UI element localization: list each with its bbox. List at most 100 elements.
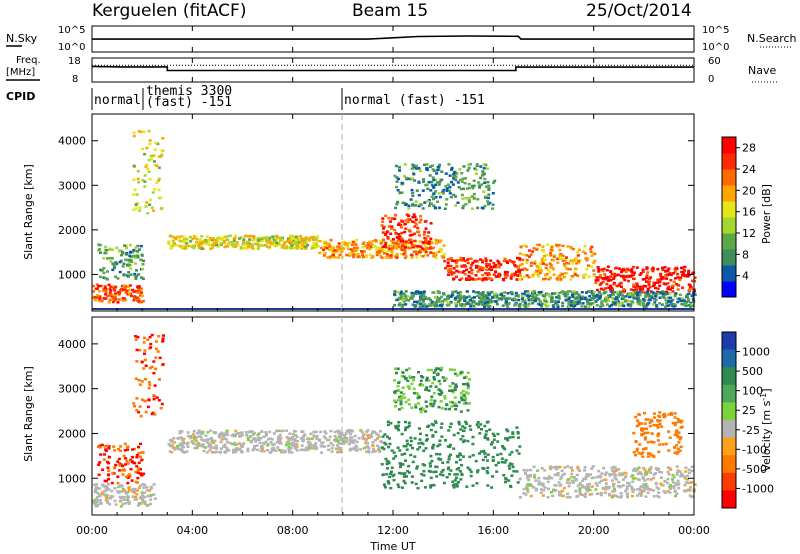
- velocity-cell: [192, 435, 196, 438]
- velocity-cell: [105, 444, 109, 448]
- power-cell: [502, 295, 506, 298]
- velocity-cell: [657, 487, 660, 490]
- velocity-cell: [461, 435, 465, 438]
- velocity-cell: [578, 481, 582, 485]
- power-cell: [465, 277, 468, 280]
- power-cell: [197, 244, 201, 247]
- velocity-cell: [469, 470, 473, 474]
- velocity-cell: [397, 428, 401, 432]
- power-cell: [597, 268, 601, 271]
- power-cell: [636, 300, 640, 304]
- power-cell: [667, 296, 671, 300]
- velocity-cell: [663, 480, 667, 483]
- power-cell: [244, 246, 248, 250]
- power-cell: [676, 276, 680, 279]
- power-cell: [264, 244, 268, 247]
- velocity-cell: [323, 430, 327, 433]
- power-cell: [374, 239, 378, 242]
- velocity-cell: [454, 476, 458, 480]
- velocity-cell: [466, 392, 470, 395]
- power-cell: [384, 232, 388, 236]
- power-cell: [292, 246, 296, 250]
- power-cell: [434, 183, 438, 187]
- velocity-cell: [447, 429, 451, 432]
- velocity-cell: [463, 439, 466, 442]
- velocity-cell: [657, 450, 661, 454]
- velocity-cell: [486, 484, 490, 487]
- power-cell: [309, 236, 313, 239]
- power-cell: [429, 298, 432, 302]
- velocity-cell: [140, 474, 143, 477]
- velocity-cell: [649, 467, 653, 471]
- velocity-cell: [140, 491, 144, 494]
- nave-tick-bottom: 0: [708, 74, 714, 85]
- power-cell: [599, 305, 603, 308]
- power-cell: [397, 223, 400, 226]
- power-cell: [504, 300, 508, 303]
- power-cell: [316, 235, 319, 238]
- velocity-cell: [377, 435, 381, 439]
- power-cell: [436, 165, 440, 169]
- velocity-cell: [121, 473, 125, 476]
- power-cell: [106, 257, 109, 260]
- velocity-cell: [639, 485, 643, 489]
- power-cell: [527, 302, 531, 306]
- velocity-cell: [658, 443, 662, 446]
- velocity-cell: [389, 486, 393, 490]
- velocity-cell: [178, 431, 182, 435]
- power-cell: [481, 259, 484, 262]
- velocity-cell: [197, 441, 201, 445]
- velocity-cell: [111, 471, 115, 475]
- velocity-cell: [460, 463, 464, 467]
- power-cell: [436, 168, 440, 172]
- power-cell: [627, 279, 630, 283]
- power-cell: [562, 262, 566, 266]
- velocity-cell: [413, 437, 417, 440]
- power-cell: [522, 304, 526, 307]
- power-cell: [474, 274, 478, 277]
- power-cell: [104, 293, 108, 296]
- power-cell: [577, 248, 581, 252]
- velocity-cell: [429, 486, 433, 489]
- power-cell: [134, 207, 138, 210]
- power-cell: [396, 236, 400, 239]
- power-cell: [429, 237, 433, 241]
- power-cell: [143, 185, 147, 188]
- velocity-cell: [644, 483, 648, 486]
- velocity-cell: [403, 472, 407, 475]
- power-cell: [661, 295, 665, 298]
- velocity-cell: [212, 446, 216, 449]
- power-cell: [535, 269, 539, 273]
- velocity-cell: [468, 455, 472, 459]
- power-cell: [468, 278, 472, 281]
- velocity-cell: [154, 340, 158, 343]
- power-cell: [414, 290, 418, 294]
- power-cell: [296, 235, 300, 238]
- velocity-cell: [432, 371, 436, 374]
- power-cell: [498, 293, 502, 297]
- power-cell: [442, 254, 446, 258]
- velocity-cell: [480, 428, 483, 431]
- power-cell: [371, 239, 375, 243]
- power-cell: [428, 246, 432, 249]
- power-cell: [631, 265, 635, 269]
- power-cell: [546, 243, 550, 246]
- velocity-cell: [285, 429, 289, 432]
- power-cell: [537, 268, 541, 272]
- power-cell: [208, 239, 211, 242]
- velocity-cell: [416, 486, 420, 490]
- velocity-cell: [185, 442, 189, 446]
- velocity-cell: [262, 450, 266, 453]
- velocity-cell: [588, 482, 591, 486]
- power-cell: [424, 227, 428, 230]
- power-colorbar-tick-label: 12: [742, 227, 756, 240]
- velocity-cell: [134, 335, 137, 338]
- power-cell: [278, 236, 282, 239]
- power-cell: [416, 226, 420, 230]
- power-cell: [404, 241, 408, 244]
- velocity-cell: [135, 465, 139, 468]
- velocity-cell: [676, 469, 680, 472]
- power-cell: [470, 272, 474, 275]
- velocity-colorbar-swatch: [722, 420, 736, 439]
